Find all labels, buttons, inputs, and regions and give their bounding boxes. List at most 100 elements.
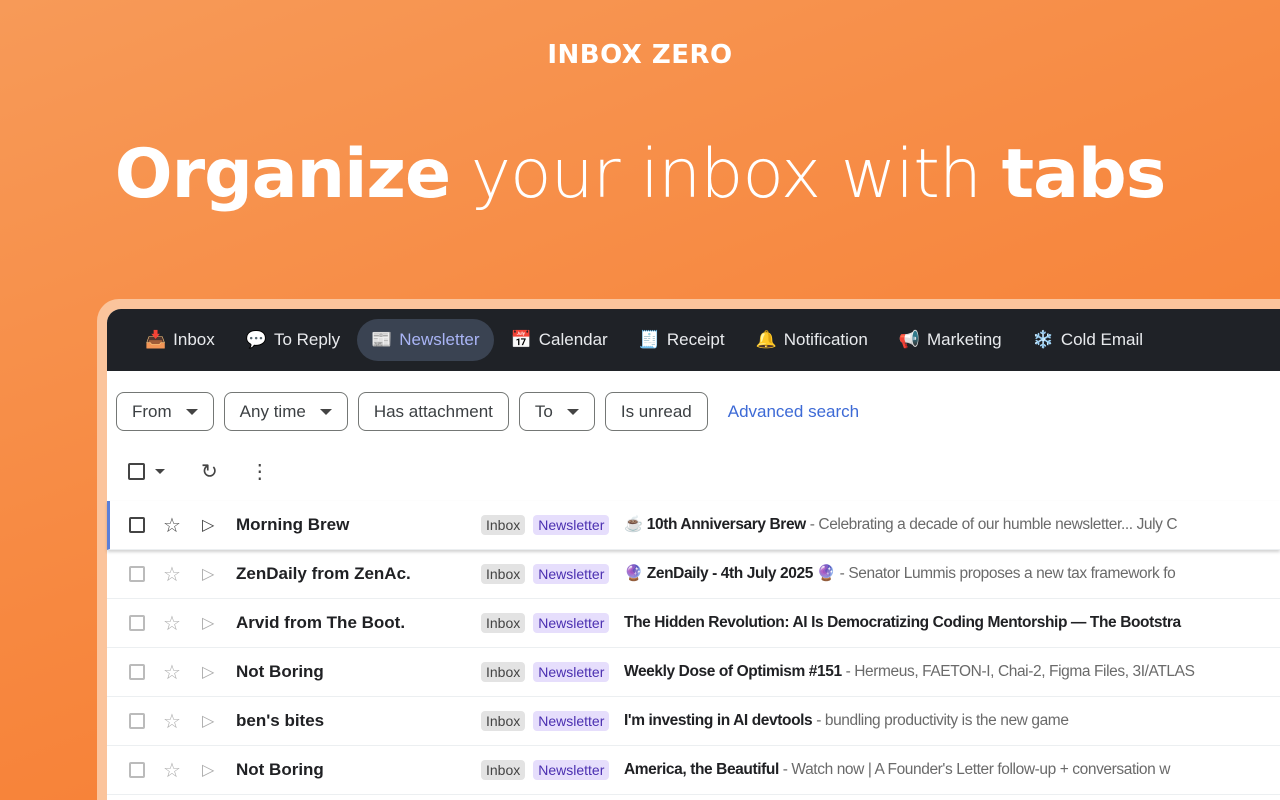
subject: America, the Beautiful [624,761,779,778]
label-newsletter[interactable]: Newsletter [533,760,610,780]
to-filter[interactable]: To [518,392,595,431]
email-row[interactable]: ☆ ▷ ZenDaily from ZenAc. Inbox Newsletter… [107,550,1280,599]
label-inbox[interactable]: Inbox [481,662,526,682]
mail-window: 📥 Inbox 💬 To Reply 📰 Newsletter 📅 Calendar 🧾 Rece… [107,309,1280,800]
tab-icon: 🧾 [638,330,660,349]
any-time-filter[interactable]: Any time [223,392,348,431]
important-marker-icon[interactable]: ▷ [202,566,215,583]
any-time-label: Any time [239,401,306,421]
brand-logo: INBOX ZERO [547,40,733,70]
email-list: ☆ ▷ Morning Brew Inbox Newsletter ☕ 10th … [107,501,1280,795]
headline-bold-1: Organize [114,135,451,214]
tab-icon: 💬 [245,330,267,349]
tab-cold-email[interactable]: ❄️ Cold Email [1019,319,1157,361]
filter-bar: From Any time Has attachment To Is unrea… [107,371,1280,431]
tab-icon: 📥 [145,330,167,349]
has-attachment-filter[interactable]: Has attachment [357,392,509,431]
snippet: - Watch now | A Founder's Letter follow-… [778,761,1171,778]
tab-notification[interactable]: 🔔 Notification [742,319,882,361]
is-unread-label: Is unread [620,401,692,421]
star-icon[interactable]: ☆ [163,661,181,684]
important-marker-icon[interactable]: ▷ [202,517,215,534]
star-icon[interactable]: ☆ [163,759,181,782]
refresh-icon[interactable]: ↻ [201,460,218,483]
email-row[interactable]: ☆ ▷ Arvid from The Boot. Inbox Newsletter… [107,599,1280,648]
select-all-checkbox[interactable] [128,462,145,480]
star-icon[interactable]: ☆ [163,514,181,537]
sender: Arvid from The Boot. [236,613,406,632]
advanced-search-link[interactable]: Advanced search [727,401,860,421]
tab-label: Newsletter [399,330,480,349]
row-checkbox[interactable] [129,664,145,680]
from-filter[interactable]: From [116,392,214,431]
from-label: From [132,401,172,421]
tab-icon: 📰 [371,330,393,349]
label-inbox[interactable]: Inbox [481,515,526,535]
labels: Inbox Newsletter [481,515,610,535]
subject: I'm investing in AI devtools [624,712,813,729]
row-checkbox[interactable] [129,713,145,729]
is-unread-filter[interactable]: Is unread [604,392,708,431]
label-inbox[interactable]: Inbox [481,564,526,584]
star-icon[interactable]: ☆ [163,612,181,635]
important-marker-icon[interactable]: ▷ [202,713,215,730]
row-checkbox[interactable] [129,517,145,533]
star-icon[interactable]: ☆ [163,563,181,586]
labels: Inbox Newsletter [481,760,610,780]
chevron-down-icon [185,408,198,415]
headline-bold-2: tabs [1001,135,1167,214]
sender: Not Boring [236,662,324,681]
chevron-down-icon [566,408,579,415]
tab-label: Inbox [173,330,215,349]
tab-icon: ❄️ [1032,330,1054,349]
to-label: To [534,401,553,421]
label-newsletter[interactable]: Newsletter [533,515,610,535]
labels: Inbox Newsletter [481,613,610,633]
label-inbox[interactable]: Inbox [481,613,526,633]
tab-calendar[interactable]: 📅 Calendar [497,319,622,361]
important-marker-icon[interactable]: ▷ [202,762,215,779]
label-newsletter[interactable]: Newsletter [533,662,610,682]
row-checkbox[interactable] [129,615,145,631]
tab-newsletter[interactable]: 📰 Newsletter [357,319,494,361]
list-toolbar: ↻ ⋮ [107,451,1280,491]
label-inbox[interactable]: Inbox [481,711,526,731]
important-marker-icon[interactable]: ▷ [202,664,215,681]
subject-line: Weekly Dose of Optimism #151 - Hermeus, … [624,662,1280,682]
tab-icon: 📅 [510,330,532,349]
sender: ben's bites [236,711,325,730]
sender: Not Boring [236,760,324,779]
email-row[interactable]: ☆ ▷ Not Boring Inbox Newsletter Weekly Do… [107,648,1280,697]
label-newsletter[interactable]: Newsletter [533,564,610,584]
email-row[interactable]: ☆ ▷ ben's bites Inbox Newsletter I'm inve… [107,697,1280,746]
tab-label: Receipt [666,330,725,349]
subject-line: The Hidden Revolution: AI Is Democratizi… [624,613,1280,633]
headline-middle: your inbox with [450,135,1002,214]
star-icon[interactable]: ☆ [163,710,181,733]
tab-icon: 🔔 [755,330,777,349]
snippet: - Senator Lummis proposes a new tax fram… [835,565,1176,582]
email-row[interactable]: ☆ ▷ Not Boring Inbox Newsletter America, … [107,746,1280,795]
chevron-down-icon [319,408,332,415]
tab-receipt[interactable]: 🧾 Receipt [625,319,739,361]
subject-line: ☕ 10th Anniversary Brew - Celebrating a … [624,515,1280,535]
tab-bar: 📥 Inbox 💬 To Reply 📰 Newsletter 📅 Calendar 🧾 Rece… [107,309,1280,371]
select-dropdown-icon[interactable] [155,468,165,474]
subject: Weekly Dose of Optimism #151 [624,663,842,680]
label-newsletter[interactable]: Newsletter [533,711,610,731]
tab-marketing[interactable]: 📢 Marketing [885,319,1016,361]
important-marker-icon[interactable]: ▷ [202,615,215,632]
email-row[interactable]: ☆ ▷ Morning Brew Inbox Newsletter ☕ 10th … [107,501,1280,550]
snippet: - bundling productivity is the new game [812,712,1069,729]
more-options-icon[interactable]: ⋮ [249,460,270,483]
label-inbox[interactable]: Inbox [481,760,526,780]
tab-inbox[interactable]: 📥 Inbox [131,319,229,361]
row-checkbox[interactable] [129,762,145,778]
subject: The Hidden Revolution: AI Is Democratizi… [624,614,1181,631]
row-checkbox[interactable] [129,566,145,582]
tab-label: Marketing [927,330,1002,349]
subject: ☕ 10th Anniversary Brew [624,516,806,533]
snippet: - Hermeus, FAETON-I, Chai-2, Figma Files… [841,663,1195,680]
tab-to-reply[interactable]: 💬 To Reply [232,319,354,361]
label-newsletter[interactable]: Newsletter [533,613,610,633]
